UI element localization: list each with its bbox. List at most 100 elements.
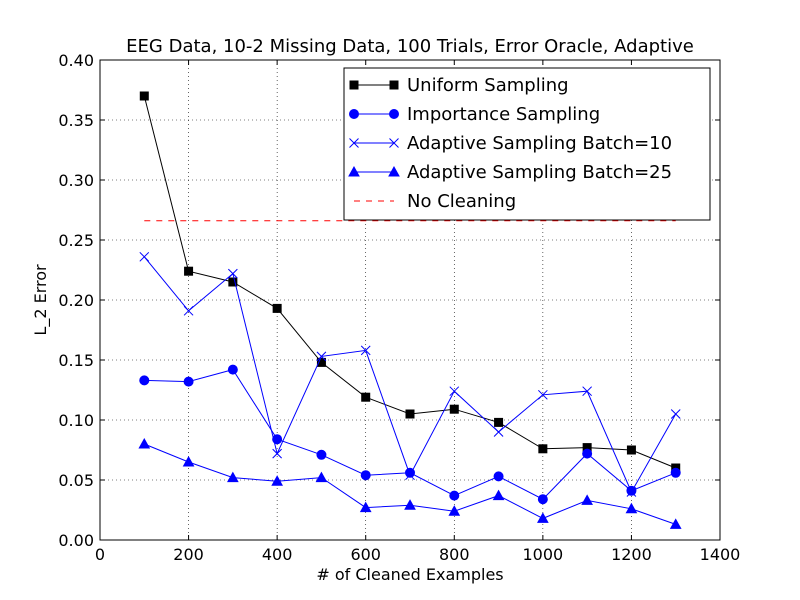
- series-adaptive-sampling-batch-25-point: [227, 471, 239, 483]
- series-adaptive-sampling-batch-10-point-stroke: [405, 470, 415, 481]
- series-adaptive-sampling-batch-10-point-stroke: [228, 268, 238, 279]
- legend-box: [343, 67, 711, 221]
- series-adaptive-sampling-batch-10-point: [538, 389, 548, 400]
- series-adaptive-sampling-batch-10-point-stroke: [183, 305, 194, 316]
- legend-item-no-cleaning: No Cleaning: [354, 191, 516, 212]
- series-uniform-sampling-point: [228, 277, 238, 287]
- series-adaptive-sampling-batch-10-point-stroke: [316, 351, 327, 362]
- legend-item-uniform-sampling: Uniform Sampling: [349, 75, 569, 96]
- x-tick-label: 1400: [700, 545, 741, 564]
- legend-item-adaptive-sampling-batch-10-marker-stroke: [389, 138, 399, 148]
- series-uniform-sampling-point: [272, 303, 282, 313]
- y-tick-label: 0.00: [58, 531, 94, 550]
- series-importance-sampling-point: [272, 434, 283, 445]
- y-axis-label: L_2 Error: [31, 264, 51, 336]
- series-uniform-sampling-point: [316, 357, 326, 367]
- series-adaptive-sampling-batch-25-point: [404, 499, 416, 510]
- series-adaptive-sampling-batch-25-point: [625, 502, 638, 514]
- legend-item-adaptive-sampling-batch-10-marker: [389, 138, 399, 148]
- x-tick-label: 200: [173, 545, 204, 564]
- x-tick-label: 800: [439, 545, 470, 564]
- series-adaptive-sampling-batch-10-point: [582, 386, 592, 397]
- x-axis-label: # of Cleaned Examples: [316, 565, 503, 584]
- legend-item-importance-sampling-marker: [349, 109, 359, 119]
- series-adaptive-sampling-batch-10-point-stroke: [449, 386, 460, 397]
- legend-item-adaptive-sampling-batch-10-label: Adaptive Sampling Batch=10: [407, 133, 672, 154]
- series-adaptive-sampling-batch-25-point: [182, 455, 195, 467]
- legend-item-adaptive-sampling-batch-10-marker-stroke: [349, 138, 359, 148]
- legend-item-adaptive-sampling-batch-10: Adaptive Sampling Batch=10: [349, 133, 672, 154]
- legend-item-adaptive-sampling-batch-25-marker: [388, 165, 400, 177]
- series-adaptive-sampling-batch-10-point: [139, 251, 150, 262]
- series-layer: [138, 91, 682, 529]
- y-tick-label: 0.40: [58, 51, 94, 70]
- series-importance-sampling-point: [139, 375, 150, 386]
- legend-item-adaptive-sampling-batch-25-marker: [348, 165, 360, 177]
- series-adaptive-sampling-batch-25: [138, 437, 682, 529]
- series-adaptive-sampling-batch-25-point: [669, 518, 682, 529]
- series-adaptive-sampling-batch-10-point-stroke: [272, 448, 282, 459]
- series-importance-sampling-point: [582, 448, 593, 459]
- series-importance-sampling-point: [227, 364, 238, 375]
- chart-title: EEG Data, 10-2 Missing Data, 100 Trials,…: [126, 36, 694, 57]
- series-adaptive-sampling-batch-10-point: [670, 409, 681, 419]
- series-uniform-sampling-point: [405, 409, 415, 419]
- series-importance-sampling-point: [537, 494, 548, 505]
- y-tick-label: 0.30: [58, 171, 94, 190]
- series-adaptive-sampling-batch-10-point-stroke: [139, 251, 150, 262]
- series-adaptive-sampling-batch-25-point: [448, 505, 461, 516]
- legend-item-uniform-sampling-label: Uniform Sampling: [407, 75, 569, 96]
- series-adaptive-sampling-batch-25-point: [359, 501, 372, 513]
- axis-ticks: 0 200 400 600 800 1000 1200 1400 0.00 0.05 0.10 0.1…: [58, 51, 740, 564]
- series-importance-sampling-point: [493, 471, 504, 482]
- x-tick-label: 1000: [522, 545, 563, 564]
- series-adaptive-sampling-batch-10-point-stroke: [670, 409, 681, 419]
- series-adaptive-sampling-batch-25-point: [581, 494, 593, 505]
- legend-item-adaptive-sampling-batch-25: Adaptive Sampling Batch=25: [348, 162, 672, 183]
- series-uniform-sampling-point: [538, 444, 548, 454]
- x-tick-label: 1200: [611, 545, 652, 564]
- series-adaptive-sampling-batch-10-point: [360, 345, 371, 356]
- series-importance-sampling-point: [316, 449, 327, 460]
- series-adaptive-sampling-batch-10-point: [626, 487, 637, 497]
- legend-item-adaptive-sampling-batch-10-marker: [349, 138, 359, 148]
- series-adaptive-sampling-batch-10-point: [228, 268, 238, 279]
- y-tick-label: 0.25: [58, 231, 94, 250]
- series-adaptive-sampling-batch-25-point: [271, 475, 283, 486]
- series-adaptive-sampling-batch-10-point: [183, 305, 194, 316]
- legend: Uniform Sampling Importance Sampling Adapt…: [343, 67, 711, 221]
- series-adaptive-sampling-batch-10-point-stroke: [538, 389, 548, 400]
- legend-item-importance-sampling-marker: [389, 109, 399, 119]
- x-tick-label: 0: [95, 545, 105, 564]
- y-tick-label: 0.05: [58, 471, 94, 490]
- series-adaptive-sampling-batch-10-point: [316, 351, 327, 362]
- legend-item-uniform-sampling-marker: [349, 80, 359, 90]
- x-tick-label: 600: [350, 545, 381, 564]
- series-adaptive-sampling-batch-10-point-stroke: [360, 345, 371, 356]
- legend-item-no-cleaning-label: No Cleaning: [407, 191, 516, 212]
- series-uniform-sampling-point: [184, 266, 194, 276]
- x-tick-label: 400: [262, 545, 293, 564]
- series-uniform-sampling-point: [139, 91, 149, 101]
- series-adaptive-sampling-batch-25-point: [138, 437, 151, 449]
- series-adaptive-sampling-batch-10-point: [449, 386, 460, 397]
- legend-item-importance-sampling: Importance Sampling: [349, 104, 600, 125]
- series-adaptive-sampling-batch-25-point: [537, 512, 549, 523]
- y-tick-label: 0.15: [58, 351, 94, 370]
- series-adaptive-sampling-batch-10: [139, 251, 681, 497]
- series-uniform-sampling-point: [361, 392, 371, 402]
- y-tick-label: 0.35: [58, 111, 94, 130]
- series-adaptive-sampling-batch-10-point-stroke: [582, 386, 592, 397]
- series-importance-sampling-point: [183, 376, 194, 387]
- series-adaptive-sampling-batch-10-point-stroke: [493, 427, 504, 437]
- legend-item-adaptive-sampling-batch-25-label: Adaptive Sampling Batch=25: [407, 162, 672, 183]
- y-tick-label: 0.10: [58, 411, 94, 430]
- series-adaptive-sampling-batch-10-point: [405, 470, 415, 481]
- series-importance-sampling-point: [360, 470, 371, 481]
- series-importance-sampling-point: [670, 467, 681, 478]
- legend-item-uniform-sampling-marker: [389, 80, 399, 90]
- series-adaptive-sampling-batch-25-point: [492, 489, 505, 501]
- series-importance-sampling-point: [449, 490, 460, 501]
- y-tick-label: 0.20: [58, 291, 94, 310]
